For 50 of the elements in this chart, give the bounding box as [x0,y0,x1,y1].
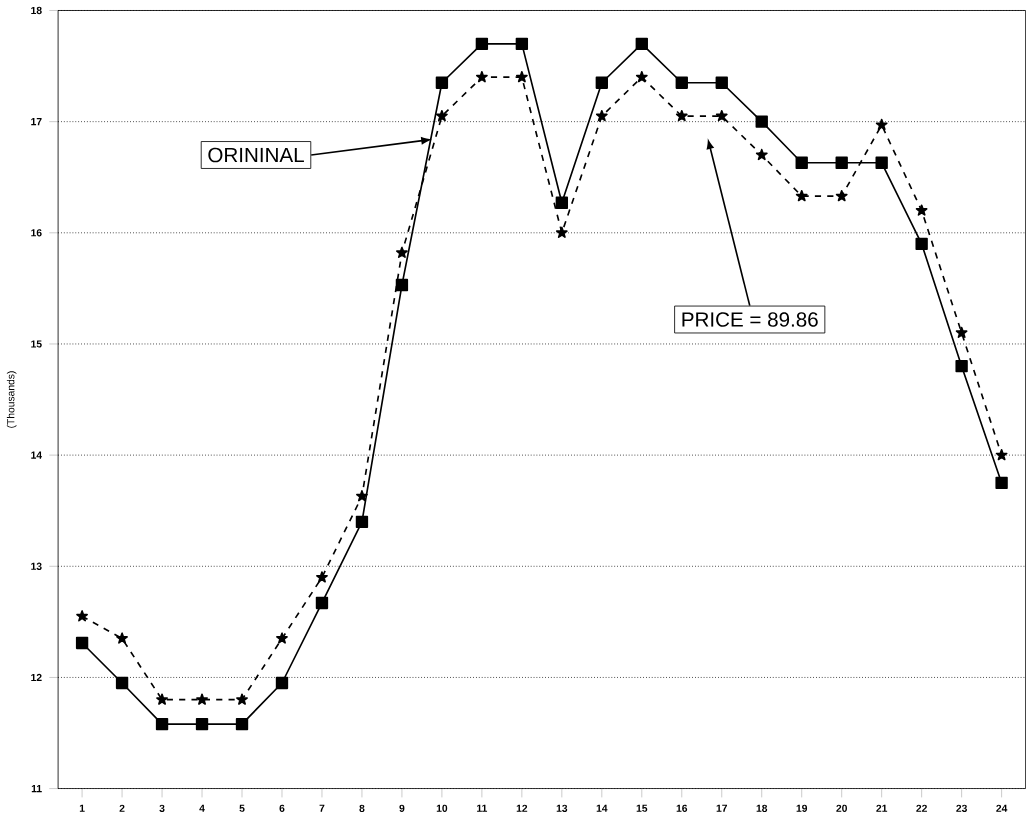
point [75,636,89,649]
point [755,115,768,128]
point [515,70,528,82]
point [995,476,1008,489]
point [995,448,1008,460]
text: PRICE = 89.86 [682,311,818,327]
point [675,76,688,89]
point [196,693,208,705]
point [155,717,169,730]
point [396,246,408,258]
point [116,631,128,644]
point [236,693,248,705]
point [875,156,888,169]
point [635,70,648,82]
point [955,326,968,338]
point [955,359,968,372]
point [595,109,608,121]
point [76,609,89,622]
point [435,76,449,89]
point [755,148,768,160]
point [315,596,329,609]
point [635,37,648,50]
point [276,631,288,644]
point [795,189,808,201]
point [356,489,368,501]
point [715,76,728,89]
point [795,156,808,169]
point [475,37,489,50]
point [195,717,209,730]
point [915,237,928,250]
point [156,693,168,705]
point [316,570,328,583]
point [395,278,409,291]
point [555,226,568,238]
point [235,717,249,730]
point [715,109,728,121]
point [115,676,129,689]
point [275,676,289,689]
point [435,109,448,121]
point [515,37,529,50]
point [555,196,569,209]
point [475,70,488,82]
point [875,118,888,130]
text: ORININAL [208,147,304,162]
point [675,109,688,121]
point [595,76,608,89]
point [835,156,848,169]
point [835,189,848,201]
point [355,515,369,528]
point [915,203,928,216]
